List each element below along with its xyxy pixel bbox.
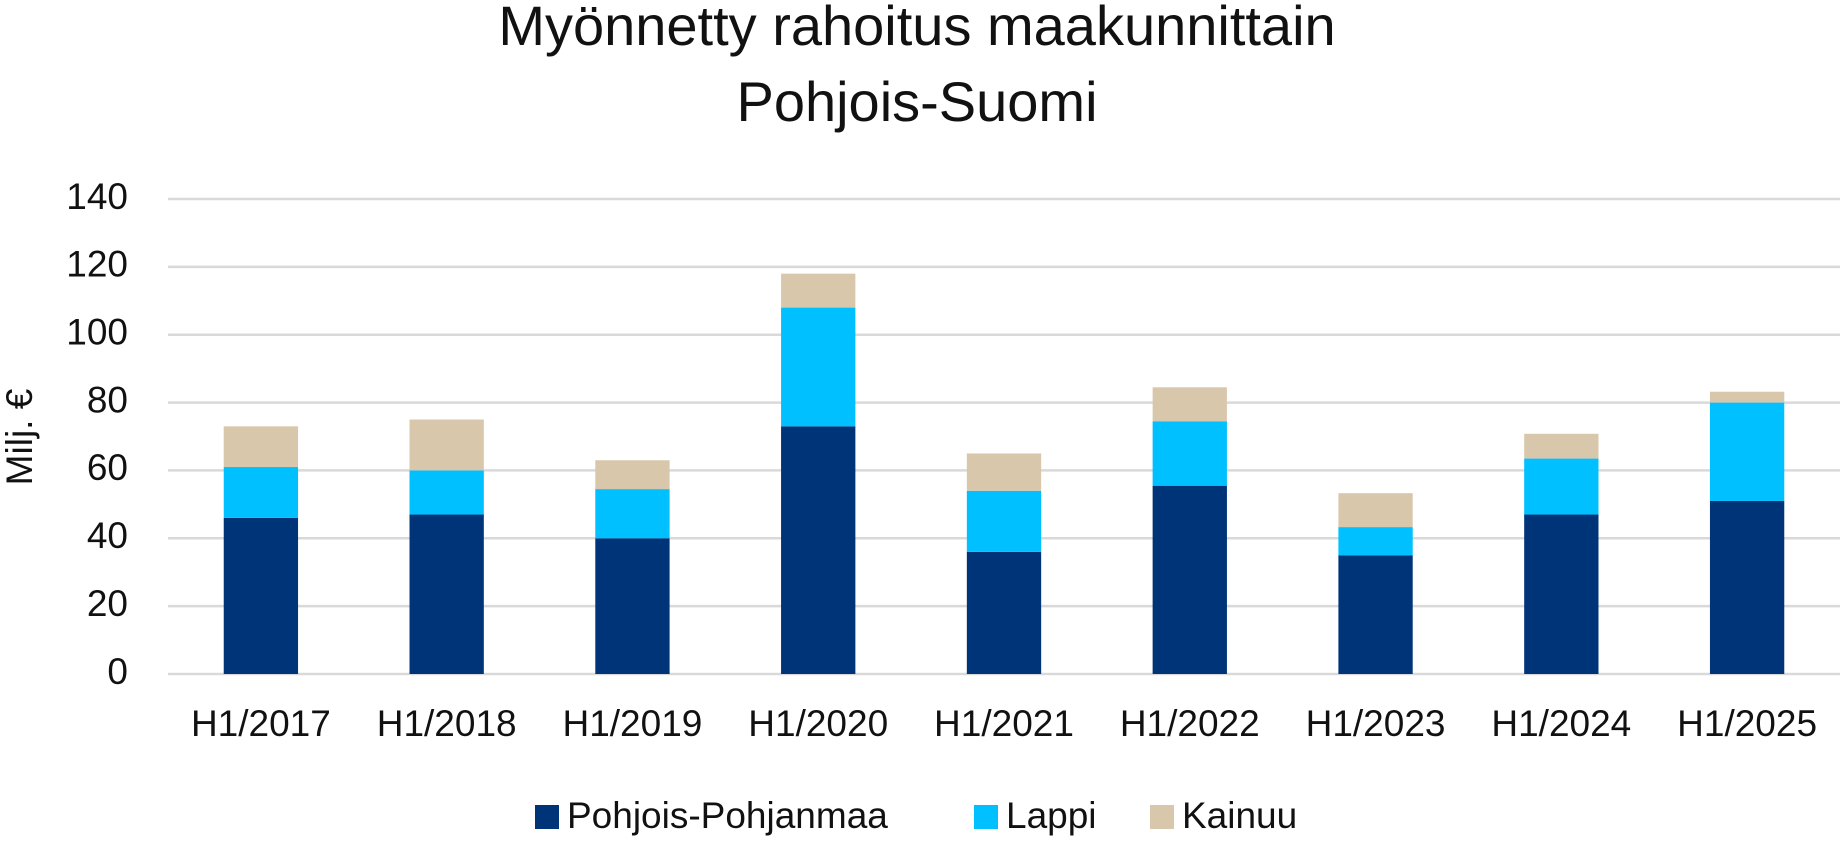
bar-segment (409, 470, 484, 515)
bar-segment (595, 460, 670, 490)
y-tick-label: 0 (107, 651, 128, 692)
legend-label: Lappi (1006, 795, 1097, 836)
bar-segment (1709, 500, 1785, 674)
bar-segment (781, 273, 856, 308)
x-tick-label: H1/2018 (377, 703, 517, 744)
y-axis-label: Milj. € (0, 388, 40, 485)
bar-segment (1152, 387, 1227, 422)
bar-segment (409, 514, 484, 674)
bar-segment (223, 426, 299, 468)
legend-label: Pohjois-Pohjanmaa (567, 795, 888, 836)
y-tick-label: 60 (87, 447, 128, 488)
bar-segment (1709, 391, 1785, 403)
x-tick-label: H1/2025 (1677, 703, 1817, 744)
legend-label: Kainuu (1182, 795, 1297, 836)
legend-swatch (535, 805, 559, 829)
bar-segment (966, 490, 1042, 552)
bar-segment (1709, 402, 1785, 501)
y-tick-label: 20 (87, 583, 128, 624)
x-tick-label: H1/2017 (191, 703, 331, 744)
y-tick-label: 100 (66, 311, 128, 352)
x-tick-label: H1/2023 (1306, 703, 1446, 744)
bar-segment (223, 467, 299, 518)
bar-segment (781, 307, 856, 427)
chart-title: Myönnetty rahoitus maakunnittain (498, 0, 1335, 57)
bar-segment (1338, 493, 1413, 528)
bar-segment (781, 426, 856, 674)
bar-segment (223, 517, 299, 674)
x-tick-label: H1/2021 (934, 703, 1074, 744)
bar-segment (1524, 458, 1599, 515)
bar-segment (1338, 527, 1413, 556)
x-tick-label: H1/2019 (562, 703, 702, 744)
legend-swatch (974, 805, 998, 829)
bar-segment (409, 419, 484, 471)
x-tick-label: H1/2020 (748, 703, 888, 744)
bar-segment (1524, 514, 1599, 674)
x-tick-label: H1/2024 (1491, 703, 1631, 744)
bar-segment (1152, 485, 1227, 674)
y-tick-label: 140 (66, 176, 128, 217)
y-tick-label: 120 (66, 244, 128, 285)
bar-segment (966, 551, 1042, 674)
legend-swatch (1150, 805, 1174, 829)
x-tick-label: H1/2022 (1120, 703, 1260, 744)
bar-segment (595, 538, 670, 674)
chart-title: Pohjois-Suomi (736, 70, 1097, 133)
bar-segment (1338, 555, 1413, 674)
y-tick-label: 40 (87, 515, 128, 556)
y-tick-label: 80 (87, 379, 128, 420)
bar-segment (966, 453, 1042, 491)
bar-segment (595, 489, 670, 539)
bar-segment (1524, 433, 1599, 459)
bar-segment (1152, 421, 1227, 486)
